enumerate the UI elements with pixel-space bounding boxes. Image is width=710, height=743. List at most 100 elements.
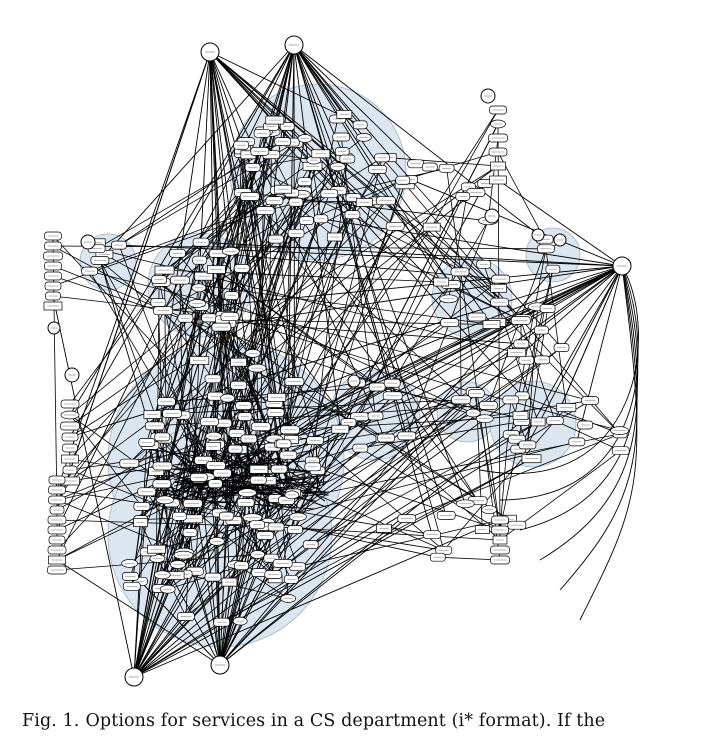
dependency-link (216, 269, 236, 450)
dependency-link (260, 130, 265, 427)
figure-caption: Fig. 1. Options for services in a CS depa… (22, 711, 702, 731)
dependency-link (385, 200, 478, 318)
dependency-link (499, 399, 512, 531)
dependency-link (479, 265, 639, 474)
dependency-link (322, 435, 330, 486)
dependency-link (133, 226, 396, 678)
dependency-link (248, 210, 266, 439)
dependency-link (173, 441, 203, 496)
dependency-link (241, 153, 254, 354)
dependency-link (431, 109, 499, 228)
dependency-link (56, 435, 214, 501)
dependency-link (497, 179, 623, 267)
dependency-link (164, 270, 169, 590)
dependency-link (554, 265, 623, 421)
dependency-link (52, 295, 230, 318)
dependency-link (104, 253, 229, 324)
dependency-link (212, 378, 215, 437)
dependency-link (497, 123, 501, 541)
dependency-link (172, 399, 462, 414)
dependency-link (133, 558, 158, 678)
dependency-link (527, 265, 623, 446)
dependency-link (162, 491, 192, 501)
dependency-link (576, 265, 623, 443)
dependency-link (545, 248, 567, 408)
dependency-link (353, 197, 500, 303)
dependency-link (219, 518, 408, 666)
dependency-link (185, 529, 296, 617)
dependency-link (277, 189, 336, 238)
dependency-link (406, 220, 489, 437)
dependency-link (229, 141, 247, 317)
dependency-link (320, 218, 521, 321)
dependency-link (89, 270, 216, 484)
dependency-link (258, 265, 623, 470)
dependency-link (209, 51, 296, 530)
dependency-link (151, 449, 318, 474)
dependency-link (209, 51, 524, 320)
dependency-link (522, 395, 621, 435)
dependency-link (215, 183, 486, 397)
dependency-link (446, 168, 501, 561)
dependency-link (237, 265, 623, 450)
dependency-link (177, 500, 287, 565)
dependency-link (179, 280, 183, 416)
dependency-link (406, 433, 621, 519)
dependency-link (219, 393, 477, 666)
figure-caption-text: Options for services in a CS department … (85, 711, 606, 731)
dependency-link (273, 347, 562, 575)
dependency-link (484, 418, 501, 531)
dependency-link (360, 421, 522, 449)
dependency-link (205, 353, 254, 477)
dependency-link (118, 244, 623, 267)
dependency-link (437, 556, 501, 561)
dependency-link (161, 126, 272, 438)
dependency-link (410, 179, 623, 267)
dependency-link (257, 526, 277, 555)
dependency-link (320, 218, 623, 267)
dependency-link (267, 154, 272, 523)
dependency-link (140, 522, 187, 617)
dependency-link (554, 420, 621, 452)
dependency-link (312, 166, 322, 219)
dependency-link (293, 44, 549, 243)
dependency-link (229, 347, 562, 583)
dependency-link (519, 265, 639, 531)
dependency-link (221, 515, 229, 623)
dependency-link (249, 138, 306, 197)
dependency-link (282, 265, 623, 564)
dependency-link (157, 302, 214, 380)
dependency-link (200, 242, 217, 270)
dependency-link (133, 421, 539, 678)
dependency-link (69, 44, 295, 438)
dependency-link (245, 141, 289, 439)
dependency-link (216, 269, 246, 417)
dependency-link (156, 166, 313, 550)
dependency-link (52, 235, 294, 495)
dependency-link (579, 265, 638, 621)
dependency-link (312, 466, 501, 531)
dependency-link (337, 166, 445, 551)
dependency-link (182, 434, 295, 498)
dependency-link (69, 44, 295, 416)
dependency-link (209, 51, 500, 303)
dependency-link (69, 165, 499, 482)
dependency-link (173, 481, 190, 487)
dependency-link (161, 324, 492, 485)
dependency-link (56, 436, 163, 551)
dependency-link (198, 287, 485, 420)
dependency-link (356, 284, 452, 384)
dependency-link (437, 407, 567, 558)
figure-label: Fig. 1. (22, 711, 80, 731)
dependency-link (381, 157, 621, 435)
dependency-link (293, 44, 345, 115)
dependency-link (205, 220, 307, 477)
dependency-link (199, 474, 244, 502)
dependency-link (99, 44, 295, 261)
dependency-link (359, 196, 464, 417)
dependency-link (293, 44, 408, 437)
dependency-link (459, 271, 462, 400)
dependency-link (209, 51, 449, 300)
istar-diagram (43, 35, 639, 687)
dependency-link (219, 524, 258, 666)
